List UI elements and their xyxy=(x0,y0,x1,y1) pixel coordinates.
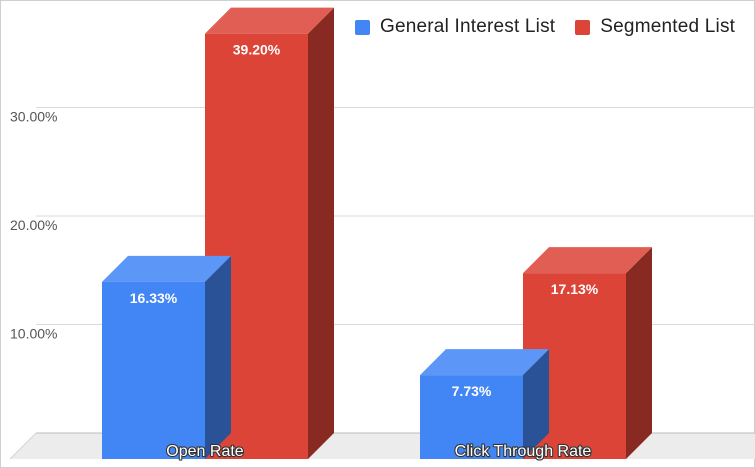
y-tick-label: 30.00% xyxy=(10,109,57,125)
bar-top-open-rate-general-interest-list xyxy=(102,255,231,282)
bar-open-rate-general-interest-list xyxy=(102,281,205,459)
legend-swatch-segmented-list xyxy=(575,19,591,35)
data-label-open-rate-segmented-list: 39.20% xyxy=(233,42,281,58)
data-label-click-through-rate-general-interest-list: 7.73% xyxy=(452,383,492,399)
data-label-click-through-rate-segmented-list: 17.13% xyxy=(551,281,599,297)
legend-item-segmented-list: Segmented List xyxy=(575,16,735,38)
bar-side-open-rate-general-interest-list xyxy=(205,255,231,459)
legend-item-general-interest-list: General Interest List xyxy=(355,16,555,38)
legend-label-segmented-list: Segmented List xyxy=(600,16,736,37)
bar-top-click-through-rate-general-interest-list xyxy=(420,349,549,376)
bar-click-through-rate-general-interest-list xyxy=(420,375,523,459)
bar-top-open-rate-segmented-list xyxy=(205,7,334,34)
x-tick-label-open-rate: Open Rate xyxy=(166,443,243,460)
bar-side-click-through-rate-general-interest-list xyxy=(523,349,549,459)
bar-side-open-rate-segmented-list xyxy=(308,7,334,460)
bar-top-click-through-rate-segmented-list xyxy=(523,247,652,274)
y-tick-label: 10.00% xyxy=(10,326,57,342)
data-label-open-rate-general-interest-list: 16.33% xyxy=(130,290,178,306)
legend-label-general-interest-list: General Interest List xyxy=(380,16,556,37)
floor-side xyxy=(9,432,37,460)
x-tick-label-click-through-rate: Click Through Rate xyxy=(455,443,592,460)
y-tick-label: 20.00% xyxy=(10,217,57,233)
legend-swatch-general-interest-list xyxy=(355,19,370,35)
legend: General Interest List Segmented List xyxy=(355,16,735,38)
bar-side-click-through-rate-segmented-list xyxy=(626,247,652,459)
